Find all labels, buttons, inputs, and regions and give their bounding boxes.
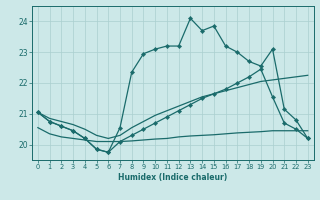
- X-axis label: Humidex (Indice chaleur): Humidex (Indice chaleur): [118, 173, 228, 182]
